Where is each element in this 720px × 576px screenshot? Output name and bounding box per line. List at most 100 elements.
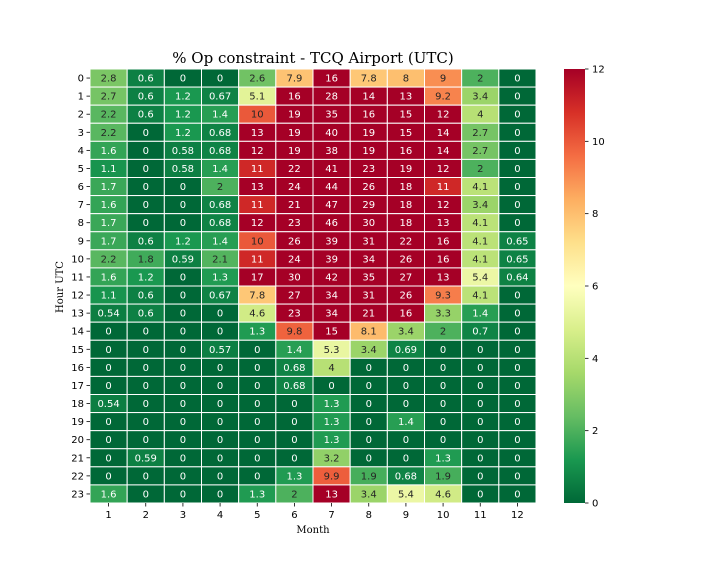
cell-value-label: 3.3 <box>435 309 451 320</box>
cell-value-label: 0 <box>366 435 372 446</box>
cell-value-label: 0 <box>105 471 111 482</box>
cell-value-label: 0 <box>254 417 260 428</box>
cell-value-label: 0 <box>180 200 186 211</box>
cell-value-label: 0 <box>105 453 111 464</box>
cell-value-label: 12 <box>437 110 450 121</box>
cell-value-label: 0 <box>366 363 372 374</box>
colorbar-tick-label: 8 <box>592 209 598 220</box>
cell-value-label: 0 <box>143 182 149 193</box>
cell-value-label: 0 <box>254 471 260 482</box>
cell-value-label: 12 <box>251 146 264 157</box>
cell-value-label: 0 <box>180 471 186 482</box>
cell-value-label: 12 <box>251 218 264 229</box>
cell-value-label: 0 <box>440 399 446 410</box>
cell-value-label: 0.68 <box>283 381 305 392</box>
cell-value-label: 4.1 <box>472 236 488 247</box>
cell-value-label: 0 <box>180 363 186 374</box>
colorbar-tick-label: 4 <box>592 354 598 365</box>
cell-value-label: 0.6 <box>138 291 154 302</box>
cell-value-label: 0 <box>403 381 409 392</box>
cell-value-label: 1.4 <box>212 164 228 175</box>
cell-value-label: 2.6 <box>249 74 265 85</box>
cell-value-label: 1.4 <box>398 417 414 428</box>
y-tick-label: 7 <box>78 200 84 211</box>
cell-value-label: 7.8 <box>249 291 265 302</box>
cell-value-label: 11 <box>251 164 264 175</box>
cell-value-label: 0 <box>217 381 223 392</box>
cell-value-label: 3.4 <box>472 92 488 103</box>
cell-value-label: 14 <box>437 146 450 157</box>
cell-value-label: 0.6 <box>138 92 154 103</box>
cell-value-label: 1.9 <box>435 471 451 482</box>
cell-value-label: 2.2 <box>101 254 117 265</box>
cell-value-label: 13 <box>325 489 338 500</box>
cell-value-label: 18 <box>400 182 413 193</box>
cell-value-label: 0.68 <box>283 363 305 374</box>
cell-value-label: 0 <box>514 146 520 157</box>
cell-value-label: 0 <box>143 417 149 428</box>
cell-value-label: 1.2 <box>175 92 191 103</box>
cell-value-label: 1.1 <box>101 291 117 302</box>
cell-value-label: 0 <box>514 74 520 85</box>
cell-value-label: 0 <box>440 435 446 446</box>
cell-value-label: 4.1 <box>472 218 488 229</box>
cell-value-label: 0 <box>143 399 149 410</box>
cell-value-label: 0.67 <box>209 92 231 103</box>
cell-value-label: 13 <box>437 272 450 283</box>
y-tick-label: 13 <box>71 309 84 320</box>
cell-value-label: 30 <box>288 272 301 283</box>
cell-value-label: 1.7 <box>101 218 117 229</box>
cell-value-label: 0 <box>291 435 297 446</box>
cell-value-label: 34 <box>362 254 375 265</box>
cell-value-label: 0 <box>291 399 297 410</box>
cell-value-label: 0 <box>180 399 186 410</box>
cell-value-label: 0 <box>180 218 186 229</box>
cell-value-label: 0 <box>403 363 409 374</box>
cell-value-label: 0.6 <box>138 110 154 121</box>
cell-value-label: 0 <box>143 435 149 446</box>
cell-value-label: 0 <box>217 435 223 446</box>
cell-value-label: 0.54 <box>97 399 119 410</box>
cell-value-label: 27 <box>288 291 301 302</box>
cell-value-label: 0 <box>143 489 149 500</box>
cell-value-label: 7.8 <box>361 74 377 85</box>
x-tick-label: 2 <box>143 510 149 521</box>
cell-value-label: 13 <box>251 182 264 193</box>
cell-value-label: 1.6 <box>101 272 117 283</box>
cell-value-label: 0.68 <box>209 218 231 229</box>
colorbar-tick-label: 10 <box>592 137 605 148</box>
cell-value-label: 39 <box>325 254 338 265</box>
cell-value-label: 0 <box>217 74 223 85</box>
cell-value-label: 1.4 <box>286 345 302 356</box>
cell-value-label: 0 <box>180 309 186 320</box>
cell-value-label: 0.58 <box>172 146 194 157</box>
x-tick-label: 11 <box>474 510 487 521</box>
cell-value-label: 0.69 <box>395 345 417 356</box>
cell-value-label: 0 <box>254 453 260 464</box>
cell-value-label: 0 <box>514 218 520 229</box>
cell-value-label: 8.1 <box>361 327 377 338</box>
cell-value-label: 0 <box>180 291 186 302</box>
cell-value-label: 0 <box>180 453 186 464</box>
cell-value-label: 2 <box>291 489 297 500</box>
cell-value-label: 42 <box>325 272 338 283</box>
cell-value-label: 0.59 <box>172 254 194 265</box>
cell-value-label: 0 <box>105 381 111 392</box>
cell-value-label: 0.6 <box>138 236 154 247</box>
cell-value-label: 0.68 <box>209 128 231 139</box>
y-tick-label: 16 <box>71 363 84 374</box>
cell-value-label: 23 <box>362 164 375 175</box>
x-tick-label: 5 <box>254 510 260 521</box>
heatmap-cells: 2.8 0.6 0 0 2.6 7.9 16 7.8 8 9 2 0 2.7 0.6 1.2 0.67 5.1 1… <box>89 68 537 504</box>
y-tick-label: 21 <box>71 453 84 464</box>
cell-value-label: 12 <box>437 200 450 211</box>
cell-value-label: 30 <box>362 218 375 229</box>
x-tick-label: 12 <box>511 510 524 521</box>
cell-value-label: 1.2 <box>175 110 191 121</box>
cell-value-label: 1.3 <box>286 471 302 482</box>
cell-value-label: 0 <box>514 309 520 320</box>
cell-value-label: 0 <box>143 381 149 392</box>
cell-value-label: 5.3 <box>324 345 340 356</box>
y-tick-label: 22 <box>71 471 84 482</box>
cell-value-label: 0 <box>403 399 409 410</box>
